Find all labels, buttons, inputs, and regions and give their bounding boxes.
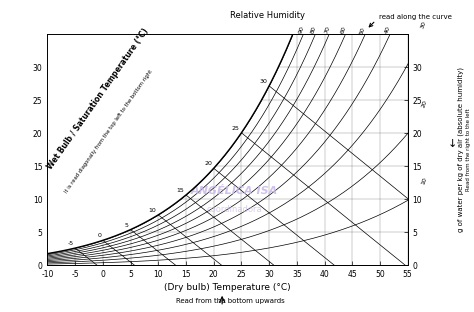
Text: It is read diagonally from the top left to the bottom right: It is read diagonally from the top left … bbox=[64, 69, 154, 194]
Text: coordinadora: coordinadora bbox=[207, 205, 263, 214]
Text: 70: 70 bbox=[323, 26, 331, 35]
Text: 5: 5 bbox=[125, 222, 129, 227]
Text: g of water per kg of dry air (absolute humidity): g of water per kg of dry air (absolute h… bbox=[457, 67, 464, 232]
Text: -5: -5 bbox=[67, 241, 73, 246]
Text: 0: 0 bbox=[97, 233, 101, 238]
X-axis label: (Dry bulb) Temperature (°C): (Dry bulb) Temperature (°C) bbox=[164, 283, 291, 292]
Text: Relative Humidity: Relative Humidity bbox=[230, 11, 305, 20]
Text: ↓: ↓ bbox=[448, 139, 457, 149]
Text: 30: 30 bbox=[419, 21, 427, 30]
Text: ANGÉLICA ISA: ANGÉLICA ISA bbox=[191, 186, 278, 196]
Text: 15: 15 bbox=[176, 188, 184, 193]
Text: 20: 20 bbox=[420, 99, 428, 108]
Text: 20: 20 bbox=[204, 161, 212, 166]
Text: 60: 60 bbox=[339, 26, 347, 35]
Text: 10: 10 bbox=[149, 208, 156, 213]
Text: 10: 10 bbox=[420, 177, 428, 186]
Text: Read from the bottom upwards: Read from the bottom upwards bbox=[175, 298, 284, 304]
Text: 50: 50 bbox=[359, 26, 366, 35]
Text: 40: 40 bbox=[384, 26, 392, 35]
Text: 90: 90 bbox=[298, 26, 305, 35]
Text: 30: 30 bbox=[260, 79, 267, 84]
Polygon shape bbox=[42, 0, 435, 255]
Text: Read from the right to the left: Read from the right to the left bbox=[466, 109, 471, 191]
Text: Wet Bulb / Saturation Temperature (°C): Wet Bulb / Saturation Temperature (°C) bbox=[46, 27, 150, 171]
Text: 25: 25 bbox=[232, 126, 240, 131]
Text: read along the curve: read along the curve bbox=[379, 14, 452, 20]
Text: 80: 80 bbox=[310, 26, 317, 35]
